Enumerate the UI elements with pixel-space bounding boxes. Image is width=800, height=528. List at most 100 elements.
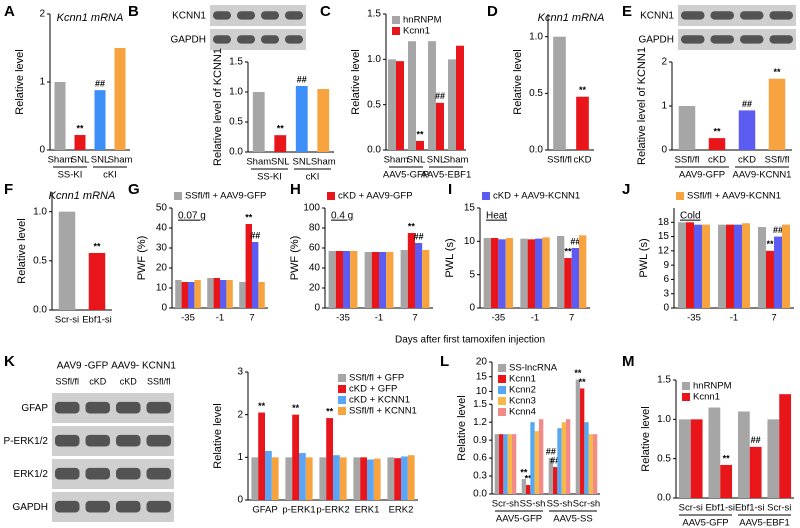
bar: [690, 419, 703, 498]
bar: [292, 414, 299, 500]
bar: [408, 41, 416, 151]
blot-band: [55, 500, 80, 513]
x-tick-label: -1: [216, 313, 224, 324]
bar: [483, 238, 491, 308]
note: 0.07 g: [178, 211, 206, 222]
x-tick-label: Scr-si: [679, 503, 703, 514]
bar: [576, 96, 589, 150]
bar: [571, 248, 579, 308]
panel-letter: F: [4, 181, 13, 198]
x-tick-label: 7: [249, 313, 254, 324]
blot-band: [261, 35, 279, 44]
y-axis-label: PWL (s): [444, 238, 456, 277]
panel-letter: G: [128, 181, 140, 198]
bar: [542, 237, 550, 308]
bar: [258, 282, 265, 308]
blot-label: GAPDH: [638, 35, 674, 46]
significance: **: [277, 124, 285, 134]
x-tick-label: -35: [491, 313, 505, 324]
blot-band: [85, 434, 110, 447]
x-tick-label: Ebf1-si: [82, 315, 112, 326]
bar: [394, 458, 401, 500]
blot-band: [681, 11, 705, 20]
note: Heat: [486, 211, 507, 222]
legend-swatch: [482, 192, 490, 200]
y-tick-label: 2: [661, 57, 667, 68]
panel-letter: C: [320, 3, 331, 20]
bar: [58, 211, 76, 310]
bar: [401, 456, 408, 500]
group-label: cKI: [306, 172, 320, 183]
group-label: AAV5-GFP: [383, 170, 429, 181]
x-tick-label: Sham: [48, 155, 73, 166]
bar: [774, 236, 782, 308]
bar: [448, 59, 456, 151]
legend-label: hnRNPM: [693, 381, 732, 392]
significance: ##: [570, 236, 580, 246]
x-tick-label: ERK2: [389, 505, 414, 516]
significance: **: [520, 467, 528, 477]
legend-swatch: [338, 374, 346, 382]
legend-swatch: [338, 396, 346, 404]
bar: [373, 458, 381, 500]
y-tick-label: 20: [476, 357, 488, 368]
x-tick-label: Scr-sh: [573, 499, 600, 510]
significance: **: [579, 85, 587, 95]
legend-label: SS-lncRNA: [509, 363, 558, 374]
legend-label: cKD + KCNN1: [349, 395, 410, 406]
significance: **: [245, 212, 253, 222]
significance: **: [713, 126, 721, 136]
y-tick-label: 1: [237, 452, 243, 463]
bar: [114, 48, 126, 150]
blot-band: [237, 35, 255, 44]
bar: [353, 457, 361, 500]
significance: ##: [297, 74, 307, 84]
y-tick-label: 0: [661, 145, 667, 156]
bar: [511, 434, 517, 494]
legend-label: cKD + AAV9-GFP: [338, 191, 413, 202]
panel-letter: I: [448, 181, 452, 198]
significance: ##: [250, 230, 260, 240]
legend-label: SSfl/fl + AAV9-GFP: [185, 191, 266, 202]
bar: [686, 222, 694, 308]
legend-label: cKD + GFP: [349, 384, 397, 395]
blot-band: [285, 11, 303, 20]
legend-label: Kcnn1: [403, 26, 430, 37]
y-axis-label: Relative level: [212, 403, 224, 468]
blot-band: [85, 401, 110, 414]
y-tick-label: 0.0: [229, 147, 243, 158]
bar: [74, 135, 86, 150]
x-tick-label: GFAP: [252, 505, 277, 516]
y-tick-label: 40: [156, 223, 168, 234]
bar: [456, 45, 464, 150]
x-tick-label: -35: [336, 313, 350, 324]
significance: ##: [751, 435, 761, 445]
blot-band: [116, 467, 141, 480]
blot-band: [146, 467, 171, 480]
y-tick-label: 0: [469, 303, 475, 314]
x-tick-label: cKD: [574, 155, 592, 166]
significance: **: [766, 239, 774, 249]
x-tick-label: Sham: [444, 155, 469, 166]
y-tick-label: 20: [156, 263, 168, 274]
blot-band: [146, 434, 171, 447]
significance: **: [579, 377, 587, 387]
legend-label: cKD + AAV9-KCNN1: [493, 191, 580, 202]
bar: [538, 419, 544, 494]
bar: [498, 239, 506, 308]
y-tick-label: 30: [156, 243, 168, 254]
group-label: AAV5-GFP: [682, 518, 728, 528]
blot-band: [740, 11, 764, 20]
y-tick-label: 0.0: [529, 145, 543, 156]
bar: [580, 388, 585, 494]
blot-band: [116, 434, 141, 447]
y-tick-label: 0.5: [229, 117, 243, 128]
group-label: AAV5-EBF1: [739, 518, 790, 528]
bar: [343, 251, 351, 308]
note: Cold: [680, 211, 701, 222]
bar: [407, 233, 415, 308]
x-tick-label: SNL: [71, 155, 89, 166]
panel-letter: A: [4, 3, 15, 20]
x-tick-label: p-ERK1: [282, 505, 315, 516]
